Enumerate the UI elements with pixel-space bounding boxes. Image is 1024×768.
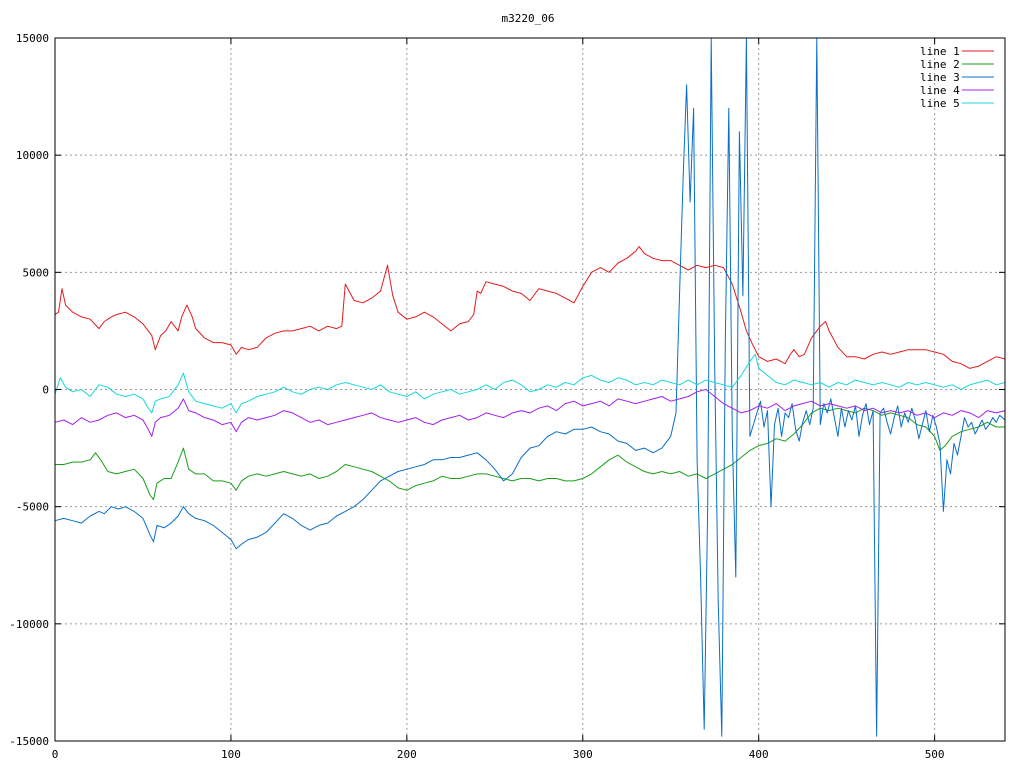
series-layer	[54, 37, 1006, 737]
x-tick-label: 100	[221, 748, 241, 761]
series-line-5	[54, 353, 1006, 414]
series-line-1	[54, 246, 1006, 369]
ticks: 0 100 200 300 400 500 15000 10000 5000 0 -5000 -100…	[9, 32, 1005, 761]
series-line-2	[55, 407, 1005, 501]
x-tick-label: 400	[749, 748, 769, 761]
y-tick-label: 10000	[16, 149, 49, 162]
legend-label-5: line 5	[920, 97, 960, 110]
legend-label-1: line 1	[920, 45, 960, 58]
y-tick-label: 15000	[16, 32, 49, 45]
legend-label-4: line 4	[920, 84, 960, 97]
x-tick-label: 300	[573, 748, 593, 761]
x-tick-label: 500	[925, 748, 945, 761]
y-tick-label: -10000	[9, 618, 49, 631]
series-line-4	[54, 389, 1006, 437]
y-tick-label: 0	[42, 384, 49, 397]
y-tick-label: 5000	[23, 266, 50, 279]
chart-title: m3220_06	[502, 12, 555, 25]
x-tick-label: 200	[397, 748, 417, 761]
legend-label-3: line 3	[920, 71, 960, 84]
series-line-3	[54, 37, 1006, 737]
x-tick-label: 0	[52, 748, 59, 761]
legend-label-2: line 2	[920, 58, 960, 71]
y-tick-label: -5000	[16, 501, 49, 514]
grid	[55, 38, 1005, 741]
y-tick-label: -15000	[9, 735, 49, 748]
